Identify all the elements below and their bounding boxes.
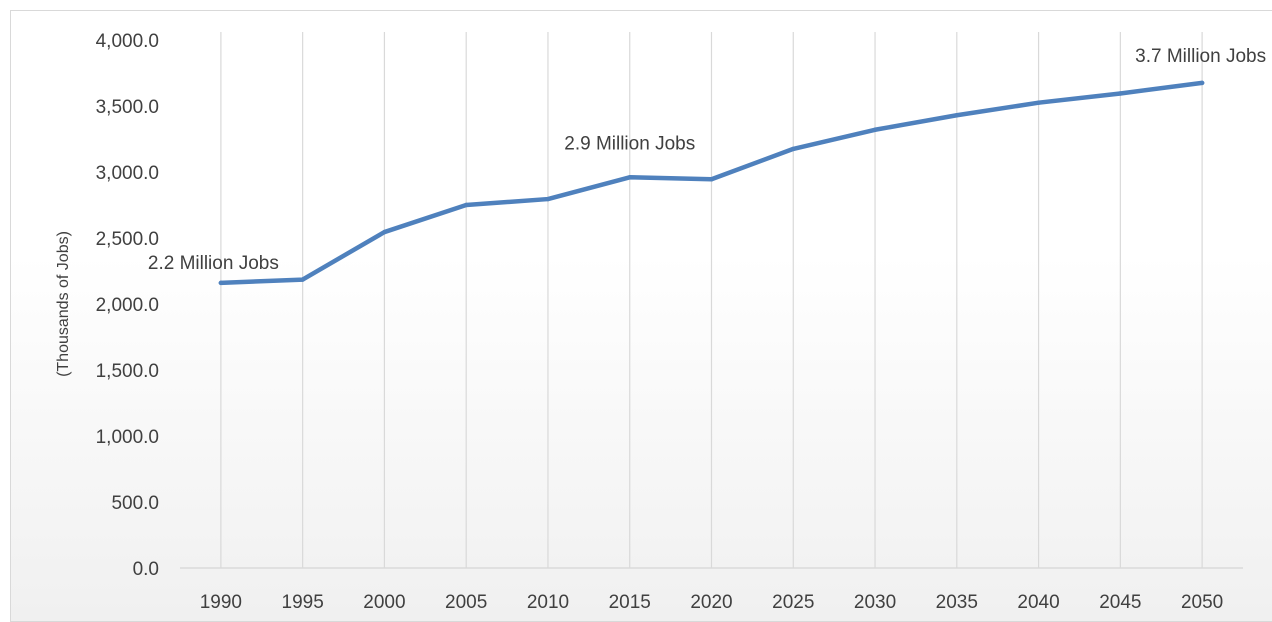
data-point xyxy=(545,196,551,202)
data-point xyxy=(1118,91,1123,96)
x-tick-label: 2010 xyxy=(527,592,569,613)
x-tick-label: 1990 xyxy=(200,592,242,613)
y-tick-label: 3,000.0 xyxy=(96,163,159,184)
y-tick-label: 2,000.0 xyxy=(96,295,159,316)
x-tick-label: 2035 xyxy=(936,592,978,613)
y-tick-label: 2,500.0 xyxy=(96,229,159,250)
data-point xyxy=(218,280,224,286)
x-tick-label: 2015 xyxy=(609,592,651,613)
x-tick-label: 1995 xyxy=(282,592,324,613)
y-axis-title: (Thousands of Jobs) xyxy=(55,231,72,377)
x-tick-label: 2005 xyxy=(445,592,487,613)
series-group xyxy=(218,80,1205,286)
y-tick-label: 1,000.0 xyxy=(96,427,159,448)
annotations: 2.2 Million Jobs 2.9 Million Jobs 3.7 Mill… xyxy=(148,46,1266,274)
data-point xyxy=(791,146,796,152)
x-tick-label: 2050 xyxy=(1181,592,1223,613)
data-annotation: 3.7 Million Jobs xyxy=(1135,46,1266,67)
y-tick-label: 0.0 xyxy=(133,559,159,580)
data-point xyxy=(872,127,878,132)
y-axis-ticks: 0.0 500.0 1,000.0 1,500.0 2,000.0 2,500.0 3,00… xyxy=(96,31,159,580)
data-point xyxy=(382,229,387,235)
y-tick-label: 500.0 xyxy=(111,493,159,514)
data-point xyxy=(627,175,632,180)
data-annotation: 2.9 Million Jobs xyxy=(564,133,695,154)
data-point xyxy=(300,277,305,282)
x-axis-ticks: 1990 1995 2000 2005 2010 2015 2020 2025 2030 2035… xyxy=(200,592,1224,613)
data-point xyxy=(463,202,469,208)
gridlines xyxy=(220,32,1203,568)
data-annotation: 2.2 Million Jobs xyxy=(148,253,279,274)
y-tick-label: 4,000.0 xyxy=(96,31,159,52)
data-point xyxy=(1036,100,1041,105)
x-tick-label: 2020 xyxy=(690,592,732,613)
data-point xyxy=(1199,80,1205,86)
data-point xyxy=(709,177,714,182)
y-tick-label: 1,500.0 xyxy=(96,361,159,382)
x-tick-label: 2045 xyxy=(1099,592,1141,613)
data-point xyxy=(954,113,960,118)
x-tick-label: 2030 xyxy=(854,592,896,613)
x-tick-label: 2040 xyxy=(1017,592,1059,613)
y-tick-label: 3,500.0 xyxy=(96,97,159,118)
x-tick-label: 2025 xyxy=(772,592,814,613)
x-tick-label: 2000 xyxy=(363,592,405,613)
